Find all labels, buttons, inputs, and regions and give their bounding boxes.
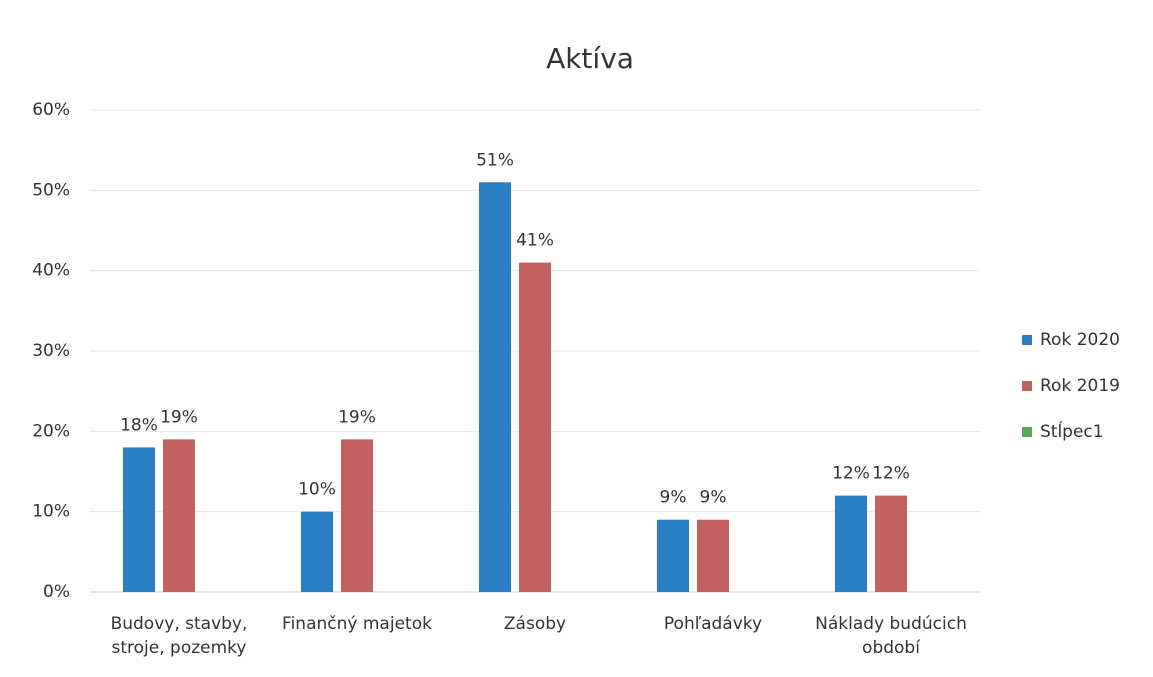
- bar: [163, 439, 195, 592]
- legend-label: Rok 2020: [1040, 330, 1120, 350]
- legend-swatch: [1022, 335, 1032, 345]
- x-tick-label: Finančný majetok: [282, 614, 432, 634]
- bar: [341, 439, 373, 592]
- data-label: 9%: [700, 488, 727, 508]
- bar: [519, 262, 551, 592]
- data-label: 41%: [516, 231, 554, 251]
- bar: [875, 495, 907, 592]
- data-label: 19%: [160, 407, 198, 427]
- y-tick-label: 50%: [32, 180, 70, 200]
- chart-title: Aktíva: [546, 42, 634, 75]
- data-label: 12%: [872, 464, 910, 484]
- data-label: 51%: [476, 150, 514, 170]
- x-tick-label: Pohľadávky: [663, 614, 763, 634]
- bar: [301, 511, 333, 592]
- data-label: 19%: [338, 407, 376, 427]
- y-tick-label: 60%: [32, 100, 70, 120]
- x-tick-label: Náklady budúcich období: [815, 614, 967, 658]
- legend-swatch: [1022, 427, 1032, 437]
- data-label: 9%: [660, 488, 687, 508]
- y-tick-label: 30%: [32, 341, 70, 361]
- data-label: 10%: [298, 480, 336, 500]
- bar: [657, 519, 689, 592]
- y-tick-label: 0%: [43, 582, 70, 602]
- data-label: 18%: [120, 415, 158, 435]
- legend-swatch: [1022, 381, 1032, 391]
- bar: [479, 182, 511, 593]
- bar: [835, 495, 867, 592]
- bar: [697, 519, 729, 592]
- bar: [123, 447, 155, 592]
- legend-label: Stĺpec1: [1040, 420, 1104, 442]
- x-tick-label: Budovy, stavby, stroje, pozemky: [110, 614, 248, 658]
- y-tick-label: 20%: [32, 421, 70, 441]
- x-tick-label: Zásoby: [503, 614, 567, 634]
- y-tick-label: 10%: [32, 502, 70, 522]
- data-label: 12%: [832, 464, 870, 484]
- legend-label: Rok 2019: [1040, 376, 1120, 396]
- y-tick-label: 40%: [32, 261, 70, 281]
